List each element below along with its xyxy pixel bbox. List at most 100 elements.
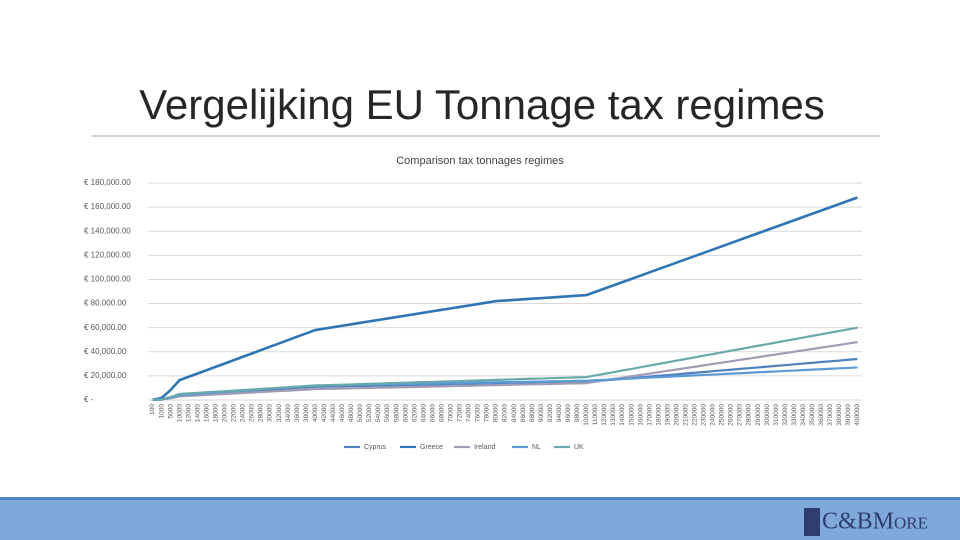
y-tick-label: € 120,000.00 bbox=[84, 250, 131, 259]
footer-rule bbox=[0, 497, 960, 500]
x-tick-label: 310000 bbox=[773, 404, 780, 426]
x-tick-label: 56000 bbox=[384, 404, 391, 422]
x-tick-label: 64000 bbox=[420, 404, 427, 422]
x-tick-label: 240000 bbox=[710, 404, 717, 426]
x-tick-label: 84000 bbox=[511, 404, 518, 422]
x-tick-label: 400000 bbox=[854, 404, 861, 426]
chart-title: Comparison tax tonnages regimes bbox=[396, 155, 564, 167]
x-tick-label: 230000 bbox=[701, 404, 708, 426]
x-tick-label: 68000 bbox=[438, 404, 445, 422]
x-tick-label: 96000 bbox=[565, 404, 572, 422]
x-tick-label: 16000 bbox=[203, 404, 210, 422]
x-tick-label: 36000 bbox=[294, 404, 301, 422]
x-tick-label: 90000 bbox=[538, 404, 545, 422]
x-tick-label: 54000 bbox=[375, 404, 382, 422]
x-tick-label: 260000 bbox=[728, 404, 735, 426]
y-tick-label: € - bbox=[84, 395, 94, 404]
x-tick-label: 32000 bbox=[276, 404, 283, 422]
x-tick-label: 290000 bbox=[755, 404, 762, 426]
x-tick-label: 130000 bbox=[610, 404, 617, 426]
x-tick-label: 62000 bbox=[411, 404, 418, 422]
series-line bbox=[152, 341, 858, 402]
logo: C&BMore bbox=[822, 509, 928, 535]
footer-band bbox=[0, 497, 960, 540]
x-tick-label: 160000 bbox=[637, 404, 644, 426]
x-tick-label: 150000 bbox=[628, 404, 635, 426]
x-tick-label: 98000 bbox=[574, 404, 581, 422]
series-line bbox=[152, 196, 858, 402]
x-tick-label: 270000 bbox=[737, 404, 744, 426]
y-tick-label: € 160,000.00 bbox=[84, 202, 131, 211]
x-tick-label: 120000 bbox=[601, 404, 608, 426]
legend-label: Greece bbox=[420, 444, 443, 451]
x-tick-label: 250000 bbox=[719, 404, 726, 426]
x-tick-label: 300000 bbox=[764, 404, 771, 426]
x-tick-label: 200000 bbox=[673, 404, 680, 426]
x-tick-label: 100 bbox=[149, 404, 156, 415]
x-tick-label: 42000 bbox=[321, 404, 328, 422]
x-tick-label: 380000 bbox=[836, 404, 843, 426]
slide-title: Vergelijking EU Tonnage tax regimes bbox=[139, 81, 825, 128]
x-tick-label: 370000 bbox=[827, 404, 834, 426]
x-tick-label: 190000 bbox=[664, 404, 671, 426]
x-tick-label: 60000 bbox=[402, 404, 409, 422]
x-tick-label: 86000 bbox=[520, 404, 527, 422]
x-tick-label: 100000 bbox=[583, 404, 590, 426]
plot: € - € 20,000.00 € 40,000.00 € 60,000.00 € 80… bbox=[84, 178, 862, 451]
x-tick-label: 340000 bbox=[800, 404, 807, 426]
x-tick-label: 350000 bbox=[809, 404, 816, 426]
x-tick-label: 46000 bbox=[339, 404, 346, 422]
x-tick-label: 66000 bbox=[429, 404, 436, 422]
x-tick-label: 78000 bbox=[484, 404, 491, 422]
x-tick-label: 40000 bbox=[312, 404, 319, 422]
x-tick-label: 18000 bbox=[213, 404, 220, 422]
legend-label: UK bbox=[574, 444, 584, 451]
x-tick-label: 5000 bbox=[167, 404, 174, 419]
y-tick-label: € 60,000.00 bbox=[84, 323, 127, 332]
x-tick-label: 170000 bbox=[646, 404, 653, 426]
x-tick-label: 26000 bbox=[249, 404, 256, 422]
x-tick-label: 30000 bbox=[267, 404, 274, 422]
x-tick-label: 10000 bbox=[176, 404, 183, 422]
x-tick-label: 52000 bbox=[366, 404, 373, 422]
x-tick-label: 58000 bbox=[393, 404, 400, 422]
y-tick-label: € 20,000.00 bbox=[84, 371, 127, 380]
x-tick-label: 390000 bbox=[845, 404, 852, 426]
x-tick-label: 92000 bbox=[547, 404, 554, 422]
logo-icon bbox=[804, 508, 820, 536]
series-line bbox=[152, 326, 858, 402]
x-tick-label: 140000 bbox=[619, 404, 626, 426]
x-tick-label: 14000 bbox=[194, 404, 201, 422]
x-tick-label: 34000 bbox=[285, 404, 292, 422]
x-tick-label: 82000 bbox=[502, 404, 509, 422]
y-tick-label: € 180,000.00 bbox=[84, 178, 131, 187]
x-tick-label: 28000 bbox=[258, 404, 265, 422]
x-tick-label: 74000 bbox=[466, 404, 473, 422]
x-tick-label: 22000 bbox=[231, 404, 238, 422]
x-tick-label: 12000 bbox=[185, 404, 192, 422]
x-tick-label: 38000 bbox=[303, 404, 310, 422]
x-tick-label: 76000 bbox=[475, 404, 482, 422]
x-tick-label: 50000 bbox=[357, 404, 364, 422]
x-tick-label: 20000 bbox=[222, 404, 229, 422]
x-tick-label: 88000 bbox=[529, 404, 536, 422]
x-tick-label: 320000 bbox=[782, 404, 789, 426]
y-tick-label: € 40,000.00 bbox=[84, 347, 127, 356]
y-tick-label: € 140,000.00 bbox=[84, 226, 131, 235]
x-tick-label: 360000 bbox=[818, 404, 825, 426]
legend-label: Ireland bbox=[474, 444, 496, 451]
legend-label: NL bbox=[532, 444, 541, 451]
x-tick-label: 280000 bbox=[746, 404, 753, 426]
x-tick-label: 80000 bbox=[493, 404, 500, 422]
x-tick-label: 72000 bbox=[457, 404, 464, 422]
x-tick-label: 44000 bbox=[330, 404, 337, 422]
x-tick-label: 110000 bbox=[592, 404, 599, 426]
x-tick-label: 48000 bbox=[348, 404, 355, 422]
x-tick-label: 94000 bbox=[556, 404, 563, 422]
x-tick-label: 24000 bbox=[240, 404, 247, 422]
x-tick-label: 180000 bbox=[655, 404, 662, 426]
x-tick-label: 1000 bbox=[158, 404, 165, 419]
legend-label: Cyprus bbox=[364, 444, 387, 451]
